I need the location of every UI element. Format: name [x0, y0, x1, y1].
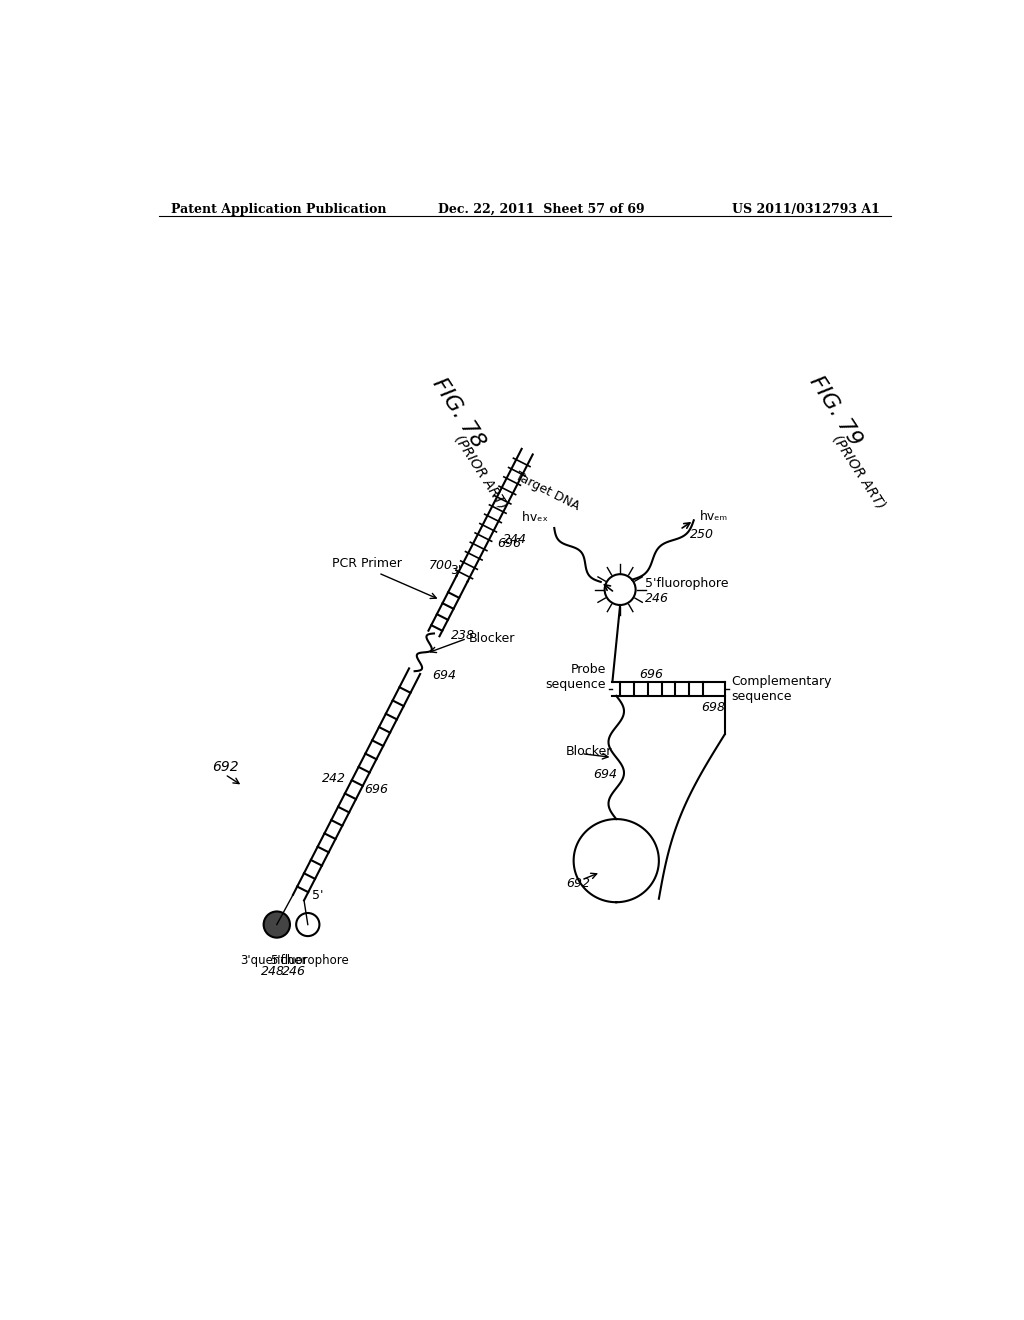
Circle shape	[604, 574, 636, 605]
Text: 5': 5'	[312, 890, 324, 903]
Text: US 2011/0312793 A1: US 2011/0312793 A1	[732, 203, 880, 216]
Text: Complementary
sequence: Complementary sequence	[731, 675, 831, 704]
Text: 696: 696	[497, 537, 521, 550]
Text: 700: 700	[429, 560, 453, 572]
Text: 696: 696	[364, 784, 388, 796]
Text: Blocker: Blocker	[469, 632, 516, 645]
Text: hvₑₘ: hvₑₘ	[700, 510, 728, 523]
Text: Probe
sequence: Probe sequence	[546, 664, 606, 692]
Text: 692: 692	[212, 760, 239, 774]
Text: Target DNA: Target DNA	[513, 469, 582, 512]
Text: 694: 694	[593, 768, 617, 781]
Text: 694: 694	[432, 669, 457, 682]
Text: 5'fluorophore: 5'fluorophore	[270, 954, 349, 966]
Text: 246: 246	[645, 593, 669, 606]
Text: 3'quencher: 3'quencher	[240, 954, 306, 966]
Text: (PRIOR ART): (PRIOR ART)	[829, 432, 888, 511]
Text: 250: 250	[690, 528, 714, 541]
Text: 696: 696	[640, 668, 664, 681]
Text: 248: 248	[261, 965, 285, 978]
Text: hvₑₓ⁣: hvₑₓ⁣	[522, 511, 548, 524]
Circle shape	[296, 913, 319, 936]
Text: 5'fluorophore: 5'fluorophore	[645, 577, 728, 590]
Text: 238: 238	[451, 630, 475, 642]
Text: FIG. 78: FIG. 78	[429, 374, 488, 451]
Text: Dec. 22, 2011  Sheet 57 of 69: Dec. 22, 2011 Sheet 57 of 69	[438, 203, 645, 216]
Text: 3': 3'	[450, 565, 461, 577]
Text: PCR Primer: PCR Primer	[332, 557, 401, 570]
Text: (PRIOR ART): (PRIOR ART)	[452, 432, 510, 511]
Text: 692: 692	[566, 878, 590, 890]
Text: 244: 244	[503, 533, 527, 546]
Text: 698: 698	[701, 701, 725, 714]
Text: 242: 242	[322, 772, 345, 785]
Text: FIG. 79: FIG. 79	[806, 372, 866, 450]
Circle shape	[263, 912, 290, 937]
Text: Patent Application Publication: Patent Application Publication	[171, 203, 386, 216]
Text: Blocker: Blocker	[566, 744, 612, 758]
Text: 246: 246	[282, 965, 306, 978]
